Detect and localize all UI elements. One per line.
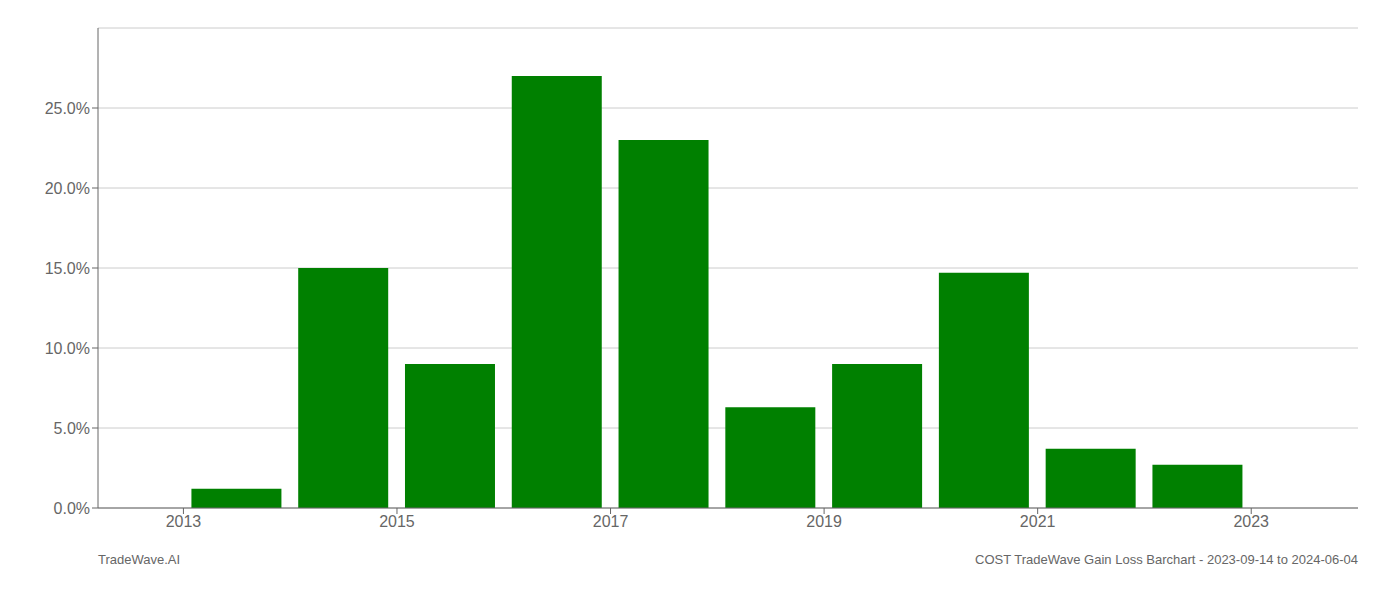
svg-text:0.0%: 0.0% [54,500,90,517]
svg-text:15.0%: 15.0% [45,260,90,277]
html-text:TradeWave.AI: TradeWave.AI [98,552,181,567]
svg-text:2017: 2017 [593,513,629,530]
svg-text:2015: 2015 [379,513,415,530]
html-text:COST TradeWave Gain Loss Barch: COST TradeWave Gain Loss Barchart - 2023… [975,552,1358,567]
svg-text:2021: 2021 [1020,513,1056,530]
svg-text:2019: 2019 [806,513,842,530]
svg-text:25.0%: 25.0% [45,100,90,117]
svg-text:20.0%: 20.0% [45,180,90,197]
svg-text:2013: 2013 [166,513,202,530]
svg-text:10.0%: 10.0% [45,340,90,357]
svg-text:2023: 2023 [1233,513,1269,530]
svg-text:5.0%: 5.0% [54,420,90,437]
